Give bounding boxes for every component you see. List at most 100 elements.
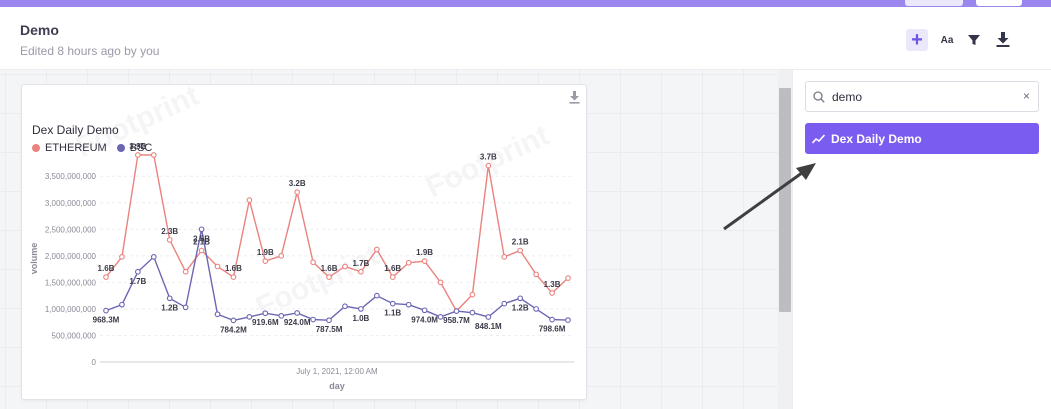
data-point — [405, 259, 412, 266]
y-axis-label: volume — [29, 243, 39, 275]
data-point — [469, 309, 476, 316]
series-bsc: 968.3M 1.7B 1.2B 2.5B 784.2M 919.6M 924.0M 787.… — [93, 226, 571, 334]
top-bar — [0, 0, 1051, 7]
search-icon — [813, 90, 825, 108]
legend-item-ethereum[interactable]: ETHEREUM — [32, 142, 107, 154]
legend-item-bsc[interactable]: BSC — [116, 142, 153, 154]
data-label: 958.7M — [443, 316, 470, 325]
data-point — [326, 317, 332, 324]
search-result-label: Dex Daily Demo — [831, 131, 922, 146]
data-point — [437, 314, 444, 320]
data-point — [198, 226, 205, 233]
data-point — [294, 310, 301, 316]
data-point — [135, 268, 141, 275]
dashboard-header: Demo Edited 8 hours ago by you + Aa — [0, 7, 1051, 70]
data-label: 1.9B — [416, 248, 433, 257]
data-point — [278, 312, 285, 319]
data-point — [262, 310, 269, 317]
scrollbar-thumb[interactable] — [779, 88, 791, 312]
annotation-arrow-icon — [723, 163, 816, 231]
search-result-item[interactable]: Dex Daily Demo — [805, 123, 1039, 154]
line-chart: 0 500,000,000 1,000,000,000 1,500,000,000 2,… — [29, 142, 574, 391]
top-bar-button[interactable] — [976, 0, 1022, 6]
data-label: 784.2M — [220, 325, 247, 334]
y-tick-label: 3,500,000,000 — [45, 172, 97, 181]
data-point — [565, 317, 571, 323]
line-chart-icon — [812, 133, 825, 144]
data-label: 1.1B — [384, 309, 401, 318]
data-point — [246, 197, 253, 203]
data-point — [150, 254, 157, 260]
data-point — [119, 254, 125, 260]
data-point — [135, 152, 141, 158]
data-label: 3.2B — [289, 179, 306, 188]
data-point — [358, 306, 364, 312]
data-label: 2.1B — [193, 238, 210, 247]
data-point — [421, 258, 428, 265]
data-point — [485, 314, 492, 320]
data-point — [182, 268, 189, 275]
data-label: 1.2B — [512, 303, 529, 312]
data-label: 1.6B — [98, 264, 115, 273]
data-label: 848.1M — [475, 322, 502, 331]
x-tick-label: July 1, 2021, 12:00 AM — [296, 367, 378, 376]
y-tick-label: 2,000,000,000 — [45, 252, 97, 261]
download-icon[interactable] — [992, 29, 1014, 51]
top-bar-button[interactable] — [905, 0, 963, 6]
data-point — [166, 295, 173, 302]
text-format-icon[interactable]: Aa — [940, 34, 954, 46]
chart-card[interactable]: Footprint Footprint Footprint Dex Daily … — [21, 79, 587, 400]
y-tick-label: 0 — [92, 358, 97, 367]
data-label: 2.1B — [512, 238, 529, 247]
chart-title: Dex Daily Demo — [32, 123, 119, 137]
data-label: 787.5M — [316, 325, 343, 334]
data-label: 3.9B — [129, 142, 146, 151]
add-icon[interactable]: + — [906, 29, 928, 51]
data-point — [501, 300, 508, 307]
vertical-scrollbar[interactable] — [778, 70, 792, 409]
data-point — [166, 237, 173, 243]
data-point — [373, 246, 380, 253]
data-label: 1.0B — [352, 314, 369, 323]
data-point — [421, 307, 428, 314]
data-point — [326, 274, 332, 280]
data-point — [150, 152, 157, 158]
data-point — [389, 274, 396, 280]
data-label: 1.6B — [225, 264, 242, 273]
data-label: 1.7B — [129, 277, 146, 286]
data-point — [517, 247, 524, 254]
data-point — [373, 292, 380, 299]
y-tick-label: 500,000,000 — [52, 331, 97, 340]
data-point — [549, 290, 555, 296]
search-box: × — [805, 81, 1039, 112]
download-icon[interactable] — [569, 91, 580, 109]
x-axis-label: day — [329, 381, 345, 391]
data-point — [310, 316, 316, 323]
data-point — [437, 279, 444, 286]
y-tick-label: 1,500,000,000 — [45, 278, 97, 287]
data-point — [389, 300, 396, 307]
data-label: 1.6B — [384, 264, 401, 273]
series-ethereum: 1.6B 3.9B 2.3B 2.1B 1.6B 1.9B 3.2B 1.6B 1.7B 1.6B… — [98, 142, 571, 314]
data-point — [230, 274, 237, 280]
data-label: 919.6M — [252, 318, 279, 327]
legend-label: BSC — [129, 142, 153, 154]
data-point — [214, 311, 221, 318]
y-tick-label: 1,000,000,000 — [45, 305, 97, 314]
data-label: 3.7B — [480, 153, 497, 162]
data-point — [405, 301, 412, 308]
filter-icon[interactable] — [963, 29, 985, 51]
data-point — [278, 252, 285, 259]
data-label: 968.3M — [93, 316, 120, 325]
data-label: 974.0M — [411, 315, 438, 324]
data-point — [198, 247, 205, 254]
data-label: 1.7B — [352, 259, 369, 268]
clear-search-icon[interactable]: × — [1022, 89, 1030, 103]
data-point — [230, 317, 237, 324]
data-point — [294, 189, 301, 196]
data-label: 1.6B — [321, 264, 338, 273]
search-input[interactable] — [830, 86, 1014, 108]
series-line — [105, 154, 569, 313]
data-label: 2.5B — [193, 234, 210, 243]
data-point — [103, 274, 109, 280]
